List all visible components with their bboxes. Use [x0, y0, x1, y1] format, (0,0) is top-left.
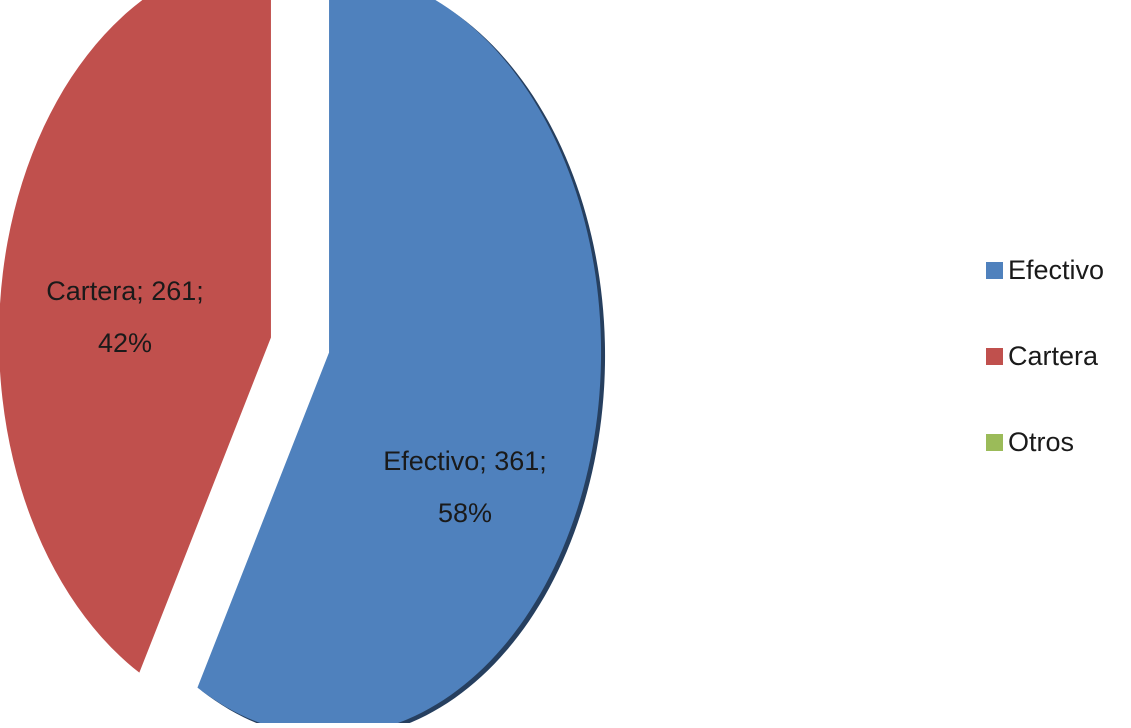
data-label-line: Efectivo; 361;	[383, 446, 547, 476]
legend-item-otros: Otros	[986, 427, 1074, 457]
legend: Efectivo Cartera Otros	[986, 255, 1104, 457]
data-label-efectivo: Efectivo; 361; 58%	[383, 446, 547, 528]
legend-swatch	[986, 262, 1003, 279]
pie-slice-cartera[interactable]	[0, 0, 271, 673]
legend-item-cartera: Cartera	[986, 341, 1099, 371]
legend-item-efectivo: Efectivo	[986, 255, 1104, 285]
legend-label: Efectivo	[1008, 255, 1104, 285]
legend-swatch	[986, 348, 1003, 365]
data-label-line: 58%	[438, 498, 492, 528]
legend-swatch	[986, 434, 1003, 451]
data-labels-layer: Efectivo; 361; 58% Cartera; 261; 42%	[46, 276, 547, 528]
legend-label: Otros	[1008, 427, 1074, 457]
data-label-line: Cartera; 261;	[46, 276, 204, 306]
slices-layer	[0, 0, 606, 728]
data-label-cartera: Cartera; 261; 42%	[46, 276, 204, 358]
legend-label: Cartera	[1008, 341, 1099, 371]
data-label-line: 42%	[98, 328, 152, 358]
pie-slice-efectivo[interactable]	[197, 0, 602, 728]
